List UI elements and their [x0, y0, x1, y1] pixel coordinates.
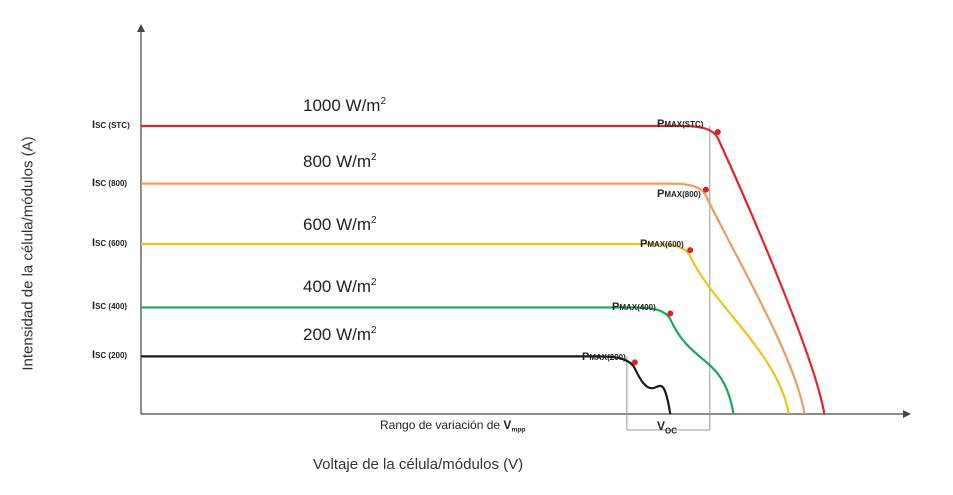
- iv-curve-1: [141, 124, 826, 415]
- voc-label: VOC: [657, 419, 678, 436]
- iv-curve-5: [141, 355, 672, 415]
- iv-curve-3: [141, 242, 790, 415]
- irradiance-label-4: 400 W/m2: [303, 277, 377, 296]
- pmax-label-1: PMAX(STC): [657, 118, 704, 130]
- iv-curve-2: [141, 182, 806, 415]
- x-axis-arrow-icon: [903, 410, 911, 418]
- isc-label-3: ISC (600): [92, 237, 128, 250]
- isc-label-1: ISC (STC): [92, 119, 130, 131]
- irradiance-label-5: 200 W/m2: [303, 325, 377, 344]
- vmpp-range-label: Rango de variación de Vmpp: [380, 418, 526, 434]
- iv-curve-4: [141, 306, 735, 415]
- isc-label-5: ISC (200): [92, 349, 128, 362]
- pmax-point-5: [631, 359, 638, 366]
- pmax-point-1: [714, 129, 721, 135]
- pmax-point-4: [667, 310, 674, 317]
- y-axis-arrow-icon: [137, 24, 145, 32]
- pmax-label-5: PMAX(200): [582, 351, 626, 363]
- isc-label-2: ISC (800): [92, 176, 128, 189]
- irradiance-label-2: 800 W/m2: [303, 152, 377, 171]
- y-axis-label: Intensidad de la célula/módulos (A): [19, 136, 37, 371]
- x-axis-label: Voltaje de la célula/módulos (V): [313, 456, 524, 473]
- irradiance-label-1: 1000 W/m2: [303, 96, 387, 115]
- pmax-point-2: [702, 186, 709, 193]
- pmax-point-3: [687, 247, 694, 254]
- pmax-label-3: PMAX(600): [640, 238, 684, 250]
- pmax-label-4: PMAX(400): [612, 301, 656, 313]
- irradiance-label-3: 600 W/m2: [303, 215, 377, 234]
- isc-label-4: ISC (400): [92, 300, 128, 313]
- pmax-label-2: PMAX(800): [657, 188, 701, 200]
